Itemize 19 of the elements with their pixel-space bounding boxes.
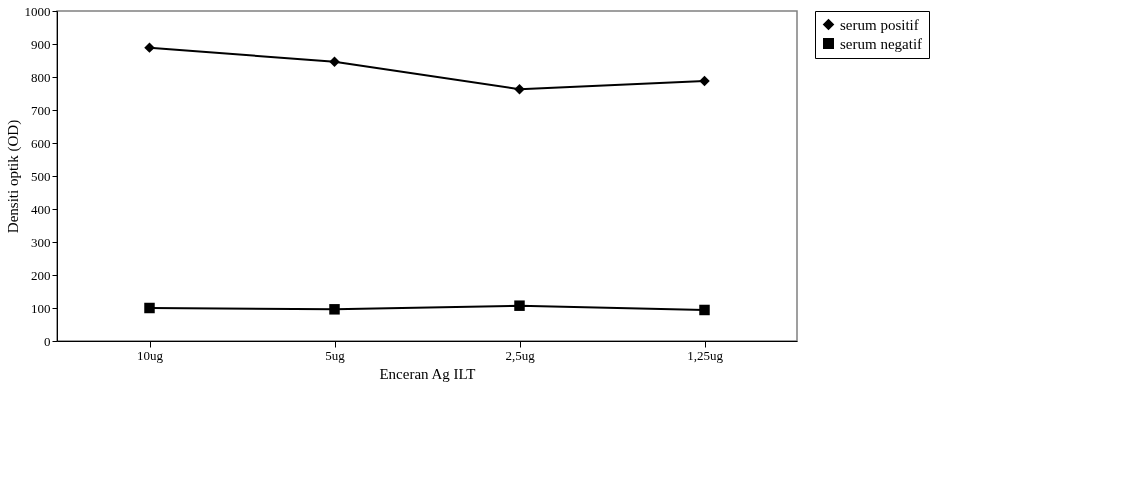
y-tick-label: 200: [31, 267, 51, 283]
x-tick-label: 1,25ug: [687, 347, 724, 363]
x-tick-label: 2,5ug: [505, 347, 536, 363]
y-tick-label: 500: [31, 168, 51, 184]
y-tick-label: 0: [44, 333, 51, 349]
y-tick-label: 800: [31, 69, 51, 85]
legend-label: serum negatif: [840, 35, 923, 52]
y-tick-label: 100: [31, 300, 51, 316]
y-tick-label: 700: [31, 102, 51, 118]
y-tick-label: 300: [31, 234, 51, 250]
x-tick-label: 5ug: [325, 347, 346, 363]
y-tick-label: 400: [31, 201, 51, 217]
x-tick-label: 10ug: [137, 347, 164, 363]
y-tick-label: 1000: [24, 3, 51, 19]
y-axis-title: Densiti optik (OD): [4, 119, 22, 234]
x-axis-title: Enceran Ag ILT: [379, 365, 476, 382]
legend-label: serum positif: [840, 16, 919, 33]
y-tick-label: 900: [31, 36, 51, 52]
y-tick-label: 600: [31, 135, 51, 151]
